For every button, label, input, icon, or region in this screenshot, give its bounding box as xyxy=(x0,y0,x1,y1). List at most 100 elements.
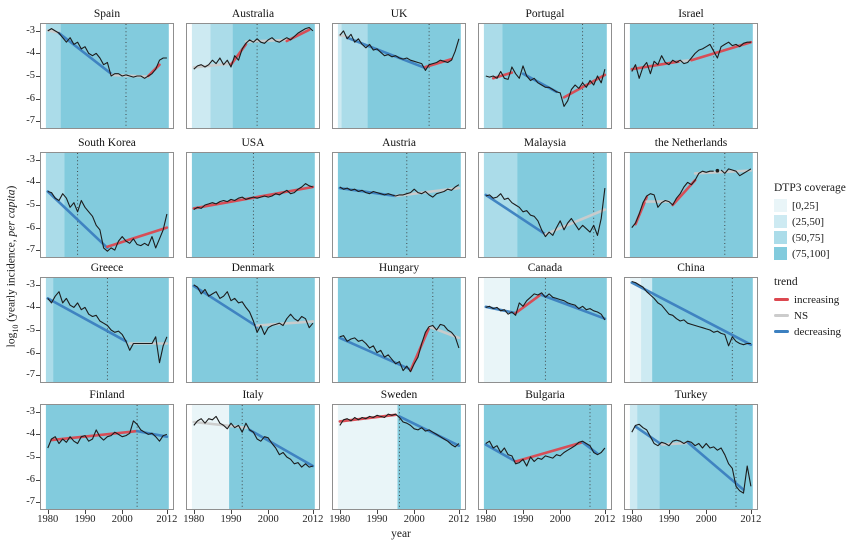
x-tick-mark xyxy=(166,510,168,514)
panel-plot xyxy=(624,23,758,129)
y-tick-mark xyxy=(36,76,40,77)
panel-plot xyxy=(624,404,758,510)
y-tick-label: -4 xyxy=(26,301,35,313)
y-tick-label: -5 xyxy=(26,451,35,462)
y-tick-mark xyxy=(36,411,40,413)
panel-title: USA xyxy=(241,137,265,149)
coverage-legend-items: [0,25] (25,50] (50,75] (75,100] xyxy=(774,198,864,261)
panel-plot xyxy=(186,277,320,383)
panel-plot xyxy=(478,23,612,129)
panel-plot xyxy=(186,23,320,129)
panel-plot xyxy=(332,404,466,510)
panel-finland: Finland xyxy=(40,389,174,510)
y-tick-mark xyxy=(36,457,40,458)
x-tick-label: 1980 xyxy=(37,514,59,525)
trend-line-icon xyxy=(774,330,789,333)
panel-south-korea: South Korea xyxy=(40,137,174,258)
trend-legend-title: trend xyxy=(774,276,798,288)
x-tick-label: 1980 xyxy=(621,514,643,525)
panel-plot xyxy=(624,152,758,258)
panel-title: Australia xyxy=(231,8,275,20)
trend-legend-item: decreasing xyxy=(774,324,864,339)
x-tick-mark xyxy=(458,510,460,514)
trend-legend-label: NS xyxy=(794,309,809,322)
y-tick-mark xyxy=(36,284,40,286)
x-tick-label: 2000 xyxy=(403,514,425,525)
panel-turkey: Turkey xyxy=(624,389,758,510)
x-tick-label: 2012 xyxy=(740,514,762,525)
panel-plot xyxy=(478,277,612,383)
panel-hungary: Hungary xyxy=(332,262,466,383)
coverage-legend-item: (25,50] xyxy=(774,214,864,229)
panel-canada: Canada xyxy=(478,262,612,383)
panel-plot xyxy=(332,152,466,258)
y-tick-mark xyxy=(36,205,40,206)
x-tick-label: 1980 xyxy=(329,514,351,525)
y-tick-mark xyxy=(36,330,40,331)
panel-title: Malaysia xyxy=(523,137,567,149)
y-tick-mark xyxy=(36,479,40,481)
panel-australia: Australia xyxy=(186,8,320,129)
x-tick-mark xyxy=(231,510,233,514)
panel-title: South Korea xyxy=(78,137,136,149)
coverage-legend-item: (50,75] xyxy=(774,230,864,245)
panel-spain: Spain xyxy=(40,8,174,129)
panel-plot xyxy=(40,277,174,383)
x-tick-mark xyxy=(706,510,708,514)
panel-austria: Austria xyxy=(332,137,466,258)
x-tick-label: 2012 xyxy=(448,514,470,525)
panel-title: Israel xyxy=(678,8,704,20)
coverage-swatch-icon xyxy=(774,231,787,244)
x-tick-mark xyxy=(631,510,633,514)
y-tick-mark xyxy=(36,121,40,123)
y-tick-label: -5 xyxy=(26,199,35,210)
coverage-legend-label: (50,75] xyxy=(792,231,825,244)
y-tick-mark xyxy=(36,98,40,100)
y-tick-mark xyxy=(36,182,40,184)
x-tick-label: 2000 xyxy=(111,514,133,525)
x-tick-label: 1990 xyxy=(220,514,242,525)
panel-title: Canada xyxy=(527,262,563,274)
x-tick-label: 1980 xyxy=(475,514,497,525)
y-tick-label: -7 xyxy=(26,115,35,127)
panel-plot xyxy=(40,23,174,129)
panel-plot xyxy=(40,404,174,510)
panel-plot xyxy=(332,23,466,129)
y-tick-mark xyxy=(36,375,40,377)
trend-legend-item: NS xyxy=(774,308,864,323)
panel-plot xyxy=(624,277,758,383)
y-tick-mark xyxy=(36,30,40,32)
coverage-legend-item: [0,25] xyxy=(774,198,864,213)
panel-title: Finland xyxy=(89,389,125,401)
y-tick-mark xyxy=(36,53,40,55)
x-tick-label: 2012 xyxy=(302,514,324,525)
panel-title: Bulgaria xyxy=(525,389,565,401)
x-tick-label: 2012 xyxy=(594,514,616,525)
x-tick-label: 2000 xyxy=(695,514,717,525)
panel-title: Denmark xyxy=(231,262,275,274)
x-axis-label: year xyxy=(391,528,411,540)
y-tick-label: -4 xyxy=(26,176,35,188)
y-tick-label: -6 xyxy=(26,221,35,233)
x-tick-label: 1980 xyxy=(183,514,205,525)
x-tick-label: 2012 xyxy=(156,514,178,525)
coverage-swatch-icon xyxy=(774,215,787,228)
x-tick-mark xyxy=(523,510,525,514)
panel-sweden: Sweden xyxy=(332,389,466,510)
y-tick-mark xyxy=(36,434,40,436)
x-tick-label: 1990 xyxy=(74,514,96,525)
panel-title: Sweden xyxy=(380,389,418,401)
panel-plot xyxy=(40,152,174,258)
panel-title: Portugal xyxy=(525,8,565,20)
trend-legend-item: increasing xyxy=(774,292,864,307)
x-tick-mark xyxy=(669,510,671,514)
y-tick-label: -7 xyxy=(26,369,35,381)
coverage-swatch-icon xyxy=(774,247,787,260)
x-tick-mark xyxy=(750,510,752,514)
panel-uk: UK xyxy=(332,8,466,129)
trend-legend-items: increasing NS decreasing xyxy=(774,292,864,339)
x-tick-mark xyxy=(312,510,314,514)
y-tick-label: -6 xyxy=(26,473,35,485)
y-tick-label: -3 xyxy=(26,24,35,36)
x-tick-label: 2000 xyxy=(257,514,279,525)
